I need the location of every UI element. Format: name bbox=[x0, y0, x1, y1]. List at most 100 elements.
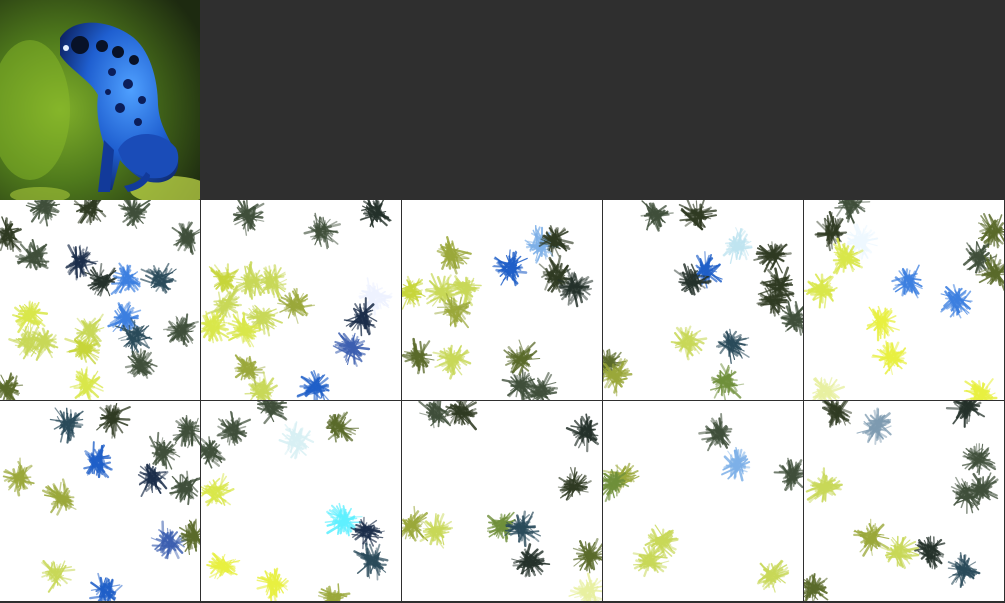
brush-blob bbox=[557, 268, 594, 308]
brush-blob bbox=[940, 284, 973, 319]
brush-blob bbox=[945, 401, 986, 428]
brush-blob bbox=[201, 310, 230, 344]
brush-blob bbox=[169, 470, 200, 506]
brush-blob bbox=[715, 328, 750, 365]
brush-blob bbox=[162, 313, 199, 347]
brush-blob bbox=[963, 378, 998, 400]
brush-blob bbox=[353, 542, 389, 581]
brush-blob bbox=[486, 511, 517, 543]
brush-blob bbox=[492, 249, 528, 287]
brush-strokes-canvas bbox=[2, 402, 200, 601]
generated-tile bbox=[0, 200, 200, 400]
brush-strokes-canvas bbox=[201, 200, 393, 400]
brush-blob bbox=[64, 336, 100, 365]
brush-blob bbox=[402, 505, 429, 542]
brush-blob bbox=[226, 311, 264, 348]
brush-blob bbox=[434, 293, 471, 329]
brush-blob bbox=[118, 200, 151, 229]
brush-blob bbox=[503, 339, 541, 376]
brush-blob bbox=[805, 467, 843, 504]
brush-blob bbox=[65, 244, 99, 281]
brush-blob bbox=[359, 200, 392, 228]
brush-blob bbox=[324, 502, 363, 537]
brush-blob bbox=[343, 297, 378, 337]
brush-blob bbox=[673, 263, 712, 296]
brush-blob bbox=[557, 466, 592, 501]
brush-blob bbox=[303, 212, 342, 250]
generated-tiles-grid bbox=[0, 200, 1005, 603]
generated-tile bbox=[201, 200, 401, 400]
brush-blob bbox=[42, 478, 77, 516]
brush-blob bbox=[89, 572, 123, 601]
brush-blob bbox=[41, 559, 76, 593]
brush-blob bbox=[201, 436, 226, 469]
brush-blob bbox=[69, 366, 104, 400]
brush-strokes-canvas bbox=[402, 225, 594, 400]
brush-blob bbox=[753, 241, 792, 274]
brush-blob bbox=[332, 332, 371, 367]
brush-blob bbox=[710, 363, 745, 400]
brush-blob bbox=[444, 401, 478, 431]
brush-blob bbox=[317, 583, 351, 601]
brush-blob bbox=[241, 304, 283, 337]
brush-blob bbox=[721, 446, 751, 482]
brush-strokes-canvas bbox=[603, 412, 803, 593]
brush-blob bbox=[402, 337, 435, 375]
brush-blob bbox=[780, 300, 803, 336]
brush-blob bbox=[418, 401, 451, 429]
brush-blob bbox=[511, 543, 551, 578]
brush-blob bbox=[678, 200, 717, 231]
brush-blob bbox=[572, 537, 602, 574]
brush-strokes-canvas bbox=[201, 401, 389, 601]
brush-blob bbox=[96, 402, 131, 439]
brush-blob bbox=[756, 280, 795, 317]
brush-blob bbox=[115, 318, 153, 356]
brush-blob bbox=[436, 236, 472, 275]
brush-blob bbox=[148, 431, 181, 470]
brush-strokes-canvas bbox=[0, 200, 200, 400]
brush-blob bbox=[640, 200, 674, 232]
brush-blob bbox=[856, 407, 892, 446]
brush-blob bbox=[977, 213, 1004, 250]
brush-blob bbox=[832, 237, 864, 275]
generated-tile bbox=[603, 200, 803, 400]
brush-blob bbox=[244, 370, 278, 400]
brush-blob bbox=[206, 552, 241, 580]
brush-blob bbox=[853, 518, 890, 557]
generated-tile bbox=[402, 401, 602, 601]
brush-blob bbox=[773, 457, 803, 492]
reference-image bbox=[0, 0, 200, 200]
brush-blob bbox=[804, 573, 829, 601]
brush-blob bbox=[524, 372, 559, 400]
brush-blob bbox=[256, 567, 289, 601]
brush-blob bbox=[2, 457, 35, 497]
brush-blob bbox=[110, 262, 141, 295]
brush-blob bbox=[670, 325, 708, 361]
brush-blob bbox=[350, 516, 385, 550]
brush-blob bbox=[603, 358, 633, 397]
brush-blob bbox=[0, 216, 22, 253]
brush-blob bbox=[962, 241, 997, 274]
brush-blob bbox=[812, 376, 845, 400]
brush-blob bbox=[296, 370, 330, 400]
generated-tile bbox=[402, 200, 602, 400]
brush-blob bbox=[947, 552, 981, 588]
brush-blob bbox=[49, 407, 84, 444]
brush-blob bbox=[804, 273, 838, 309]
brush-blob bbox=[443, 275, 482, 308]
brush-blob bbox=[891, 264, 923, 299]
brush-blob bbox=[84, 263, 118, 297]
brush-blob bbox=[150, 520, 189, 560]
brush-blob bbox=[172, 414, 200, 449]
brush-blob bbox=[277, 287, 316, 324]
brush-blob bbox=[171, 221, 200, 255]
brush-blob bbox=[565, 413, 600, 453]
brush-blob bbox=[232, 200, 265, 236]
brush-blob bbox=[722, 227, 753, 264]
brush-blob bbox=[325, 411, 360, 443]
brush-strokes-canvas bbox=[804, 401, 999, 601]
brush-blob bbox=[137, 463, 169, 497]
frog-photo bbox=[0, 0, 200, 200]
generated-tile bbox=[603, 401, 803, 601]
brush-blob bbox=[206, 285, 242, 324]
